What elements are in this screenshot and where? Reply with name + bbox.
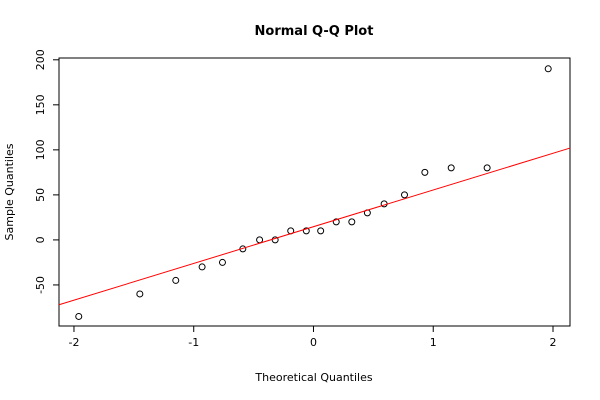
point — [317, 227, 325, 235]
point — [421, 168, 429, 176]
point — [447, 164, 455, 172]
point — [198, 263, 206, 271]
chart-title: Normal Q-Q Plot — [255, 24, 374, 39]
x-tick-label: 1 — [430, 336, 437, 349]
point — [544, 65, 552, 73]
x-tick-label: -1 — [188, 336, 199, 349]
point — [271, 236, 279, 244]
x-tick-label: 0 — [310, 336, 317, 349]
point — [136, 290, 144, 298]
plot-box — [58, 57, 571, 327]
point — [302, 227, 310, 235]
x-tick-label: 2 — [549, 336, 556, 349]
point — [172, 276, 180, 284]
y-axis-title: Sample Quantiles — [3, 143, 16, 240]
point — [256, 236, 264, 244]
y-tick-label: 150 — [34, 94, 47, 115]
point — [75, 312, 83, 320]
reference-line — [58, 147, 571, 306]
x-axis-title: Theoretical Quantiles — [254, 371, 372, 384]
y-tick-label: 0 — [34, 236, 47, 243]
y-tick-label: 100 — [34, 139, 47, 160]
y-tick-label: 50 — [34, 188, 47, 202]
x-tick-label: -2 — [68, 336, 79, 349]
y-tick-label: 200 — [34, 49, 47, 70]
point — [483, 164, 491, 172]
point — [400, 191, 408, 199]
point — [348, 218, 356, 226]
point — [218, 258, 226, 266]
y-tick-label: -50 — [34, 276, 47, 294]
point — [332, 218, 340, 226]
